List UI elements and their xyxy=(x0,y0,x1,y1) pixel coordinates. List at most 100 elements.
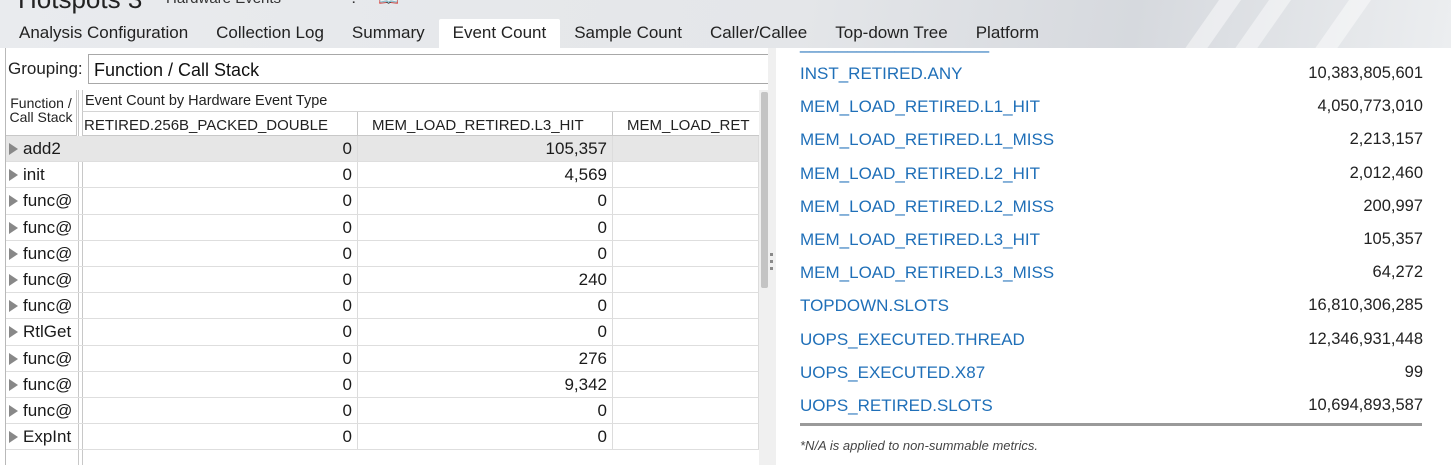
expand-triangle-icon[interactable] xyxy=(9,404,18,417)
metric-link[interactable]: INST_RETIRED.ANY xyxy=(800,64,963,83)
value-cell: 0 xyxy=(82,136,358,162)
expand-triangle-icon[interactable] xyxy=(9,195,18,208)
value-cell: 105,357 xyxy=(358,136,613,162)
function-name: init xyxy=(23,165,45,185)
value-cell: 0 xyxy=(358,424,613,450)
value-cell: 9,342 xyxy=(358,371,613,397)
metric-row: MEM_LOAD_RETIRED.L2_MISS 200,997 xyxy=(800,191,1423,224)
metric-link[interactable]: MEM_LOAD_RETIRED.L3_MISS xyxy=(800,263,1055,283)
table-row[interactable]: func@ 0 0 xyxy=(6,397,759,425)
value-cell xyxy=(613,214,759,240)
scrollbar-thumb[interactable] xyxy=(761,92,768,288)
metric-value: 10,383,805,601 xyxy=(1308,64,1423,82)
table-row[interactable]: ExpInt 0 0 xyxy=(6,424,759,451)
function-name: func@ xyxy=(23,296,73,316)
grid-pane: Grouping: Function / Call Stack Function… xyxy=(5,48,769,465)
table-row[interactable]: func@ 0 240 xyxy=(6,266,759,294)
table-row[interactable]: func@ 0 0 xyxy=(6,293,759,320)
column-splitter[interactable] xyxy=(78,90,83,465)
column-header-l3-hit[interactable]: MEM_LOAD_RETIRED.L3_HIT xyxy=(358,112,613,136)
expand-triangle-icon[interactable] xyxy=(9,221,18,234)
analysis-title: Hotspots 3 xyxy=(18,0,142,15)
metric-link[interactable]: UOPS_EXECUTED.X87 xyxy=(800,362,986,382)
tab-top-down-tree[interactable]: Top-down Tree xyxy=(835,23,948,42)
footnote: *N/A is applied to non-summable metrics. xyxy=(800,438,1038,453)
pane-splitter[interactable] xyxy=(768,48,776,465)
table-row[interactable]: add2 0 105,357 xyxy=(6,136,759,163)
tab-sample-count[interactable]: Sample Count xyxy=(574,23,682,42)
tab-event-count[interactable]: Event Count xyxy=(438,19,561,48)
metrics-list: INST_RETIRED.ANY 10,383,805,601 MEM_LOAD_R… xyxy=(800,58,1423,423)
column-header-mem-load-ret[interactable]: MEM_LOAD_RET xyxy=(613,112,759,136)
function-name: func@ xyxy=(23,243,73,263)
top-header: Hotspots 3 Hardware Events ? 📖 Analysis … xyxy=(0,0,1451,48)
expand-triangle-icon[interactable] xyxy=(9,247,18,260)
expand-triangle-icon[interactable] xyxy=(9,300,18,313)
value-cell: 0 xyxy=(82,188,358,214)
tab-summary[interactable]: Summary xyxy=(351,23,425,42)
metric-value: 2,012,460 xyxy=(1349,163,1423,182)
metric-link[interactable]: MEM_LOAD_RETIRED.L1_MISS xyxy=(800,130,1055,150)
value-cell: 0 xyxy=(358,397,613,424)
table-row[interactable]: RtlGet 0 0 xyxy=(6,319,759,346)
metric-row: UOPS_RETIRED.SLOTS 10,694,893,587 xyxy=(800,390,1423,423)
metric-row: MEM_LOAD_RETIRED.L1_HIT 4,050,773,010 xyxy=(800,91,1423,124)
metric-link[interactable]: UOPS_EXECUTED.THREAD xyxy=(800,329,1025,349)
column-group-header: Event Count by Hardware Event Type xyxy=(82,90,759,112)
value-cell: 0 xyxy=(358,188,613,214)
metric-value: 200,997 xyxy=(1363,196,1423,215)
table-row[interactable]: func@ 0 0 xyxy=(6,240,759,267)
metric-link[interactable]: UOPS_RETIRED.SLOTS xyxy=(800,395,993,415)
grip-icon xyxy=(770,253,774,277)
value-cell xyxy=(613,424,759,450)
tab-caller-callee[interactable]: Caller/Callee xyxy=(709,23,808,42)
metric-row: MEM_LOAD_RETIRED.L2_HIT 2,012,460 xyxy=(800,158,1423,191)
value-cell: 0 xyxy=(82,240,358,266)
expand-triangle-icon[interactable] xyxy=(9,431,18,444)
tab-collection-log[interactable]: Collection Log xyxy=(216,23,324,42)
tab-analysis-configuration[interactable]: Analysis Configuration xyxy=(19,23,189,42)
table-row[interactable]: func@ 0 0 xyxy=(6,188,759,215)
expand-triangle-icon[interactable] xyxy=(9,143,18,156)
function-name: add2 xyxy=(23,139,61,158)
function-cell: func@ xyxy=(6,293,78,318)
metrics-divider xyxy=(800,423,1422,426)
metric-link[interactable]: MEM_LOAD_RETIRED.L3_HIT xyxy=(800,229,1040,249)
metric-value: 16,810,306,285 xyxy=(1308,296,1423,315)
metric-row: TOPDOWN.SLOTS 16,810,306,285 xyxy=(800,290,1423,323)
metric-value: 12,346,931,448 xyxy=(1308,329,1423,348)
table-row[interactable]: func@ 0 0 xyxy=(6,214,759,241)
expand-triangle-icon[interactable] xyxy=(9,169,18,182)
event-count-grid: Function / Call Stack Event Count by Har… xyxy=(6,90,759,465)
value-cell xyxy=(613,371,759,397)
function-cell: add2 xyxy=(6,136,78,161)
metric-row: UOPS_EXECUTED.X87 99 xyxy=(800,357,1423,390)
function-cell: func@ xyxy=(6,215,78,240)
expand-triangle-icon[interactable] xyxy=(9,352,18,365)
metric-link[interactable]: TOPDOWN.SLOTS xyxy=(800,296,949,316)
metric-link[interactable]: MEM_LOAD_RETIRED.L2_HIT xyxy=(800,163,1040,183)
column-header-packed-double[interactable]: RETIRED.256B_PACKED_DOUBLE xyxy=(82,112,358,136)
table-row[interactable]: init 0 4,569 xyxy=(6,162,759,189)
grouping-select[interactable]: Function / Call Stack xyxy=(88,54,769,84)
help-circle-icon[interactable]: ? xyxy=(344,0,364,8)
function-name: RtlGet xyxy=(23,322,72,342)
function-cell: func@ xyxy=(6,241,78,266)
expand-triangle-icon[interactable] xyxy=(9,326,18,339)
metric-link[interactable]: MEM_LOAD_RETIRED.L2_MISS xyxy=(800,196,1055,216)
column-header-function[interactable]: Function / Call Stack xyxy=(6,90,77,136)
value-cell xyxy=(613,136,759,162)
table-row[interactable]: func@ 0 276 xyxy=(6,345,759,372)
expand-triangle-icon[interactable] xyxy=(9,273,18,286)
value-cell: 0 xyxy=(82,266,358,293)
metric-link[interactable]: MEM_LOAD_RETIRED.L1_HIT xyxy=(800,97,1040,117)
function-cell: func@ xyxy=(6,372,78,397)
value-cell xyxy=(613,293,759,319)
tab-platform[interactable]: Platform xyxy=(975,23,1040,42)
value-cell: 0 xyxy=(358,214,613,240)
table-row[interactable]: func@ 0 9,342 xyxy=(6,371,759,398)
book-icon[interactable]: 📖 xyxy=(378,0,399,8)
expand-triangle-icon[interactable] xyxy=(9,378,18,391)
function-name: func@ xyxy=(23,191,73,211)
function-name: func@ xyxy=(23,374,73,394)
